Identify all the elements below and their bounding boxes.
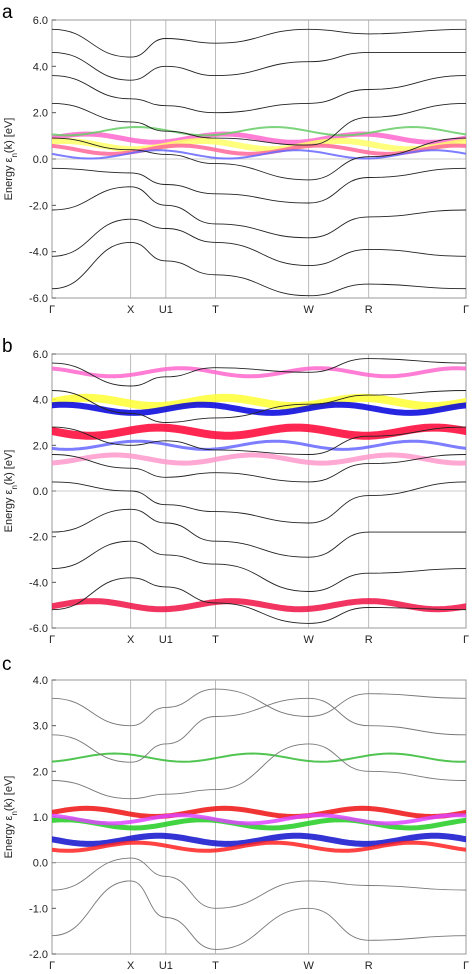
band-line [52,51,466,81]
xtick-label: U1 [159,304,173,316]
weighted-band [52,752,466,763]
ytick-label: 6.0 [33,349,48,361]
weighted-band [52,817,466,831]
weighted-band [52,840,466,853]
band-line [52,218,466,267]
panel-label: c [2,654,12,675]
xtick-label: Γ [463,634,469,646]
weighted-band [52,131,466,145]
plot-frame [51,679,467,955]
ytick-label: 0.0 [33,486,48,498]
ytick-label: 4.0 [33,61,48,73]
weighted-band [52,598,466,613]
band-line [52,102,466,146]
y-axis-label: Energy εn(k) [eV] [3,450,19,533]
band-line [52,880,466,950]
y-axis-label: Energy εn(k) [eV] [3,118,19,201]
panel-c: c Γ X U1 T W R Γ 4.0 3.0 2.0 1.0 0.0 -1.0 -2.0 Energy ε… [2,654,469,972]
ytick-label: 2.0 [33,440,48,452]
ytick-label: -2.0 [29,200,48,212]
weighted-band [52,125,466,137]
weighted-band [52,393,466,411]
ytick-label: -2.0 [29,532,48,544]
ytick-label: 0.0 [33,858,48,870]
panel-label: b [2,336,13,357]
xtick-label: W [303,634,314,646]
band-line [52,241,466,297]
ytick-label: 4.0 [33,675,48,687]
data-area [52,688,466,950]
ytick-label: 0.0 [33,154,48,166]
band-line [52,697,466,763]
band-line [52,390,466,423]
xtick-label: Γ [49,304,55,316]
weighted-band [52,137,466,153]
weighted-band [52,805,466,820]
ytick-label: 6.0 [33,15,48,27]
weighted-band [52,832,466,847]
band-line [52,508,466,558]
xtick-label: X [127,960,135,972]
ytick-label: 4.0 [33,395,48,407]
xtick-label: Γ [49,634,55,646]
weighted-band [52,423,466,440]
panel-label: a [2,2,13,23]
ytick-label: -4.0 [29,577,48,589]
xtick-label: W [303,304,314,316]
band-line [52,577,466,624]
ytick-label: 2.0 [33,766,48,778]
data-area [52,28,466,297]
ytick-label: -4.0 [29,247,48,259]
ytick-label: -6.0 [29,293,48,305]
band-line [52,540,466,592]
weighted-band [52,149,466,160]
xtick-label: R [365,960,373,972]
panel-b: b Γ X U1 T W R Γ 6.0 4.0 2.0 0.0 -2.0 -4.0 -6.0 Energy … [2,336,469,646]
xtick-label: R [365,304,373,316]
xtick-label: U1 [159,634,173,646]
xtick-label: U1 [159,960,173,972]
band-line [52,857,466,909]
xtick-label: Γ [49,960,55,972]
xtick-label: T [212,960,219,972]
band-line [52,358,466,387]
xtick-label: T [212,634,219,646]
panel-a: a Γ X U1 T W R Γ 6.0 4.0 2.0 0.0 -2.0 -4.0 -6.0 Energy … [2,2,469,316]
band-line [52,454,466,483]
ytick-label: 3.0 [33,721,48,733]
band-line [52,688,466,727]
weighted-band [52,439,466,451]
band-line [52,481,466,524]
ytick-label: -2.0 [29,949,48,961]
band-line [52,186,466,239]
ytick-label: 2.0 [33,108,48,120]
xtick-label: T [212,304,219,316]
weighted-band [52,813,466,826]
band-line [52,743,466,800]
xtick-label: R [365,634,373,646]
band-line [52,426,466,455]
weighted-band [52,366,466,379]
weighted-band [52,452,466,466]
xtick-label: Γ [463,960,469,972]
band-line [52,75,466,114]
xtick-label: Γ [463,304,469,316]
band-line [52,28,466,58]
band-line [52,167,466,204]
ytick-label: -1.0 [29,903,48,915]
ytick-label: 1.0 [33,812,48,824]
xtick-label: X [127,304,135,316]
data-area [52,358,466,624]
band-line [52,137,466,181]
xtick-label: X [127,634,135,646]
y-axis-label: Energy εn(k) [eV] [3,776,19,859]
ytick-label: -6.0 [29,623,48,635]
xtick-label: W [303,960,314,972]
